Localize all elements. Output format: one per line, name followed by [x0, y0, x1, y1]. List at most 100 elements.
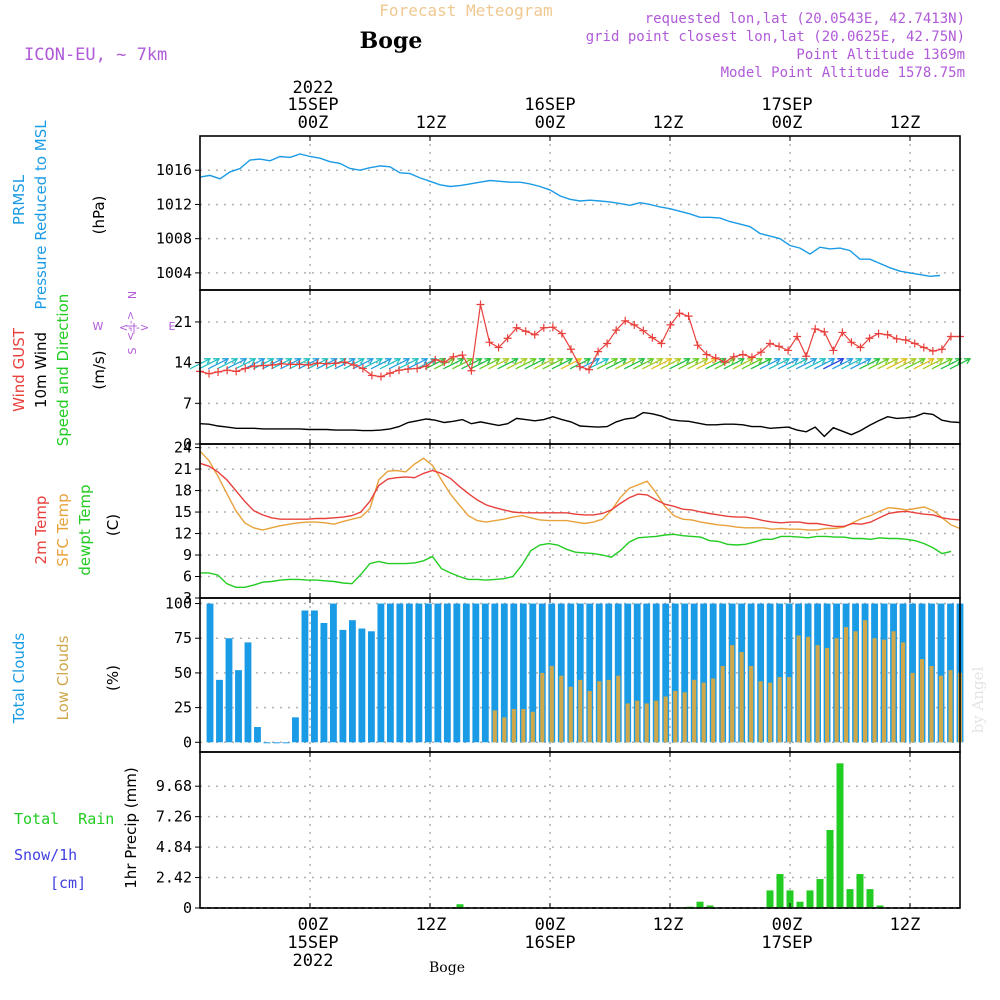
wind-arrow-head — [665, 358, 673, 365]
wind-direction-arrow — [623, 358, 645, 370]
compass-e: E — [169, 320, 176, 333]
pressure-line — [199, 153, 941, 278]
total-cloud-bar — [415, 603, 423, 743]
gust-marker — [621, 316, 630, 325]
wind-direction-arrow — [370, 358, 392, 370]
rain-bar — [776, 874, 784, 908]
gust-marker — [919, 343, 928, 352]
wind-direction-arrow — [470, 358, 491, 370]
wind-dir-label: Speed and Direction — [54, 294, 72, 447]
bottom-hour-label-2: 00Z — [535, 915, 566, 935]
top-hour-label-0: 00Z — [298, 113, 329, 133]
wind-arrow-head — [285, 358, 293, 365]
low-cloud-bar — [711, 678, 716, 743]
wind-direction-arrow — [542, 358, 564, 370]
total-cloud-bar — [785, 603, 793, 743]
wind-arrow-head — [384, 358, 393, 365]
wind-arrow-head — [927, 358, 935, 365]
compass-w: W — [93, 320, 104, 333]
y-tick-label: 2.42 — [156, 869, 192, 887]
low-cloud-bar — [834, 638, 839, 743]
total-cloud-bar — [225, 638, 233, 743]
total-cloud-bar — [586, 603, 594, 743]
wind-arrow-head — [918, 358, 926, 365]
gust-marker — [512, 323, 521, 332]
gust-marker — [702, 350, 711, 359]
total-cloud-bar — [567, 603, 575, 743]
wind-arrow-head — [484, 358, 492, 365]
wind-arrow-head — [692, 358, 700, 365]
wind-direction-arrow — [913, 358, 935, 370]
y-tick-label: 100 — [165, 595, 192, 613]
low-cloud-bar — [578, 679, 583, 743]
wind-direction-arrow — [207, 358, 229, 370]
gust-marker — [395, 366, 404, 375]
wind-arrow-head — [330, 358, 338, 365]
wind-direction-arrow — [406, 358, 428, 370]
total-cloud-bar — [757, 603, 765, 743]
gust-marker — [612, 326, 621, 335]
total-cloud-bar — [491, 603, 499, 743]
y-tick-label: 7.26 — [156, 808, 192, 826]
wind-arrow-head — [556, 358, 565, 365]
rain-bar — [866, 889, 874, 908]
gust-marker — [205, 369, 214, 378]
top-hour-label-4: 00Z — [772, 113, 803, 133]
temp-unit: (C) — [104, 514, 122, 536]
wind-arrow-head — [945, 358, 954, 365]
gust-marker — [376, 372, 385, 381]
low-cloud-bar — [938, 675, 944, 743]
total-cloud-bar — [367, 631, 375, 743]
low-cloud-bar — [891, 631, 896, 743]
gust-marker — [259, 361, 268, 370]
y-tick-label: 15 — [174, 503, 192, 521]
low-cloud-bar — [910, 672, 915, 743]
gust-marker — [901, 335, 910, 344]
low-cloud-bar — [749, 665, 754, 743]
y-tick-label: 0 — [183, 435, 192, 453]
gust-marker — [404, 365, 413, 374]
low-cloud-bar — [654, 700, 659, 743]
total-cloud-bar — [358, 628, 366, 743]
wind-arrow-head — [511, 358, 519, 365]
gust-marker — [548, 323, 557, 332]
wind-direction-arrow — [841, 358, 862, 370]
wind-direction-arrow — [759, 358, 781, 370]
y-tick-label: 3 — [183, 589, 192, 607]
gust-marker — [756, 348, 765, 357]
gust-marker — [232, 367, 241, 376]
gust-marker — [793, 332, 802, 341]
top-hour-label-1: 12Z — [416, 113, 447, 133]
gust-marker — [331, 359, 340, 368]
gust-marker — [747, 353, 756, 362]
wind-direction-arrow — [922, 358, 944, 370]
low-cloud-bar — [796, 635, 801, 743]
gust-marker — [639, 326, 648, 335]
top-date-label-2: 17SEP — [761, 95, 812, 115]
total-cloud-bar — [472, 603, 480, 743]
total-cloud-bar — [776, 603, 784, 743]
rain-bar — [846, 889, 854, 908]
total-cloud-bar — [700, 603, 708, 743]
total-cloud-bar — [519, 603, 527, 743]
low-cloud-bar — [511, 708, 516, 743]
total-cloud-bar — [453, 603, 461, 743]
clouds-low-label: Low Clouds — [54, 635, 72, 720]
gust-marker — [711, 353, 720, 362]
total-cloud-bar — [377, 603, 385, 743]
wind-arrow-head — [204, 358, 212, 365]
wind-direction-arrow — [804, 358, 826, 370]
total-cloud-bar — [500, 603, 508, 743]
wind-arrow-head — [421, 358, 429, 365]
gust-marker — [693, 341, 702, 350]
total-cloud-bar — [206, 603, 214, 743]
gust-marker — [431, 355, 440, 364]
gust-marker — [720, 358, 729, 367]
total-cloud-bar — [557, 603, 565, 743]
wind-direction-arrow — [216, 358, 238, 370]
rain-bar — [806, 890, 814, 908]
wind-arrow-head — [403, 358, 411, 365]
total-cloud-bar — [671, 603, 679, 743]
bottom-date-label-2: 17SEP — [761, 933, 812, 953]
